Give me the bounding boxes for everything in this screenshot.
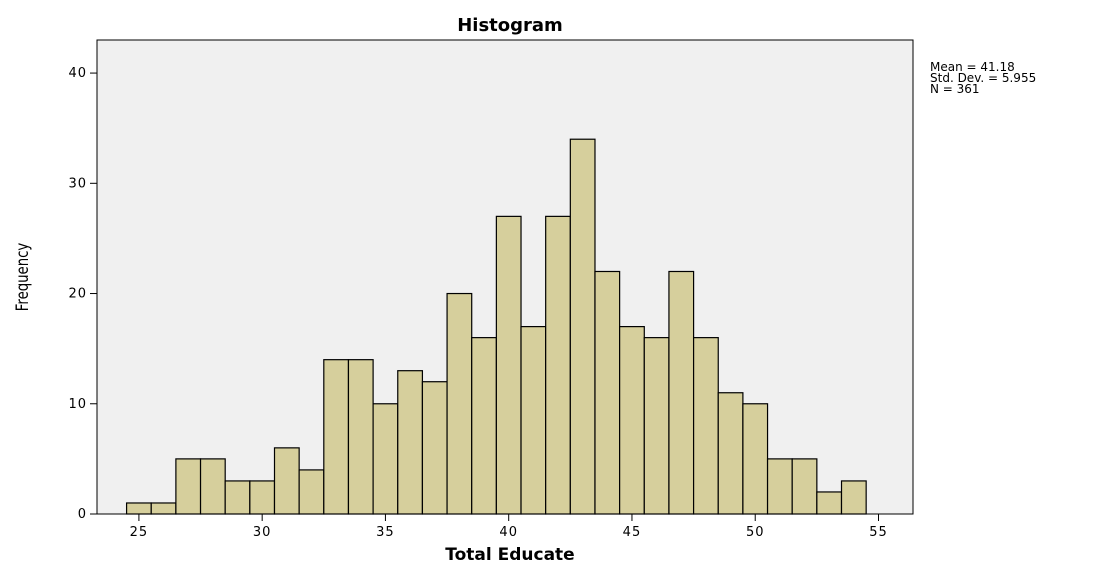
y-tick-label-4: 40 (68, 66, 87, 81)
histogram-bar-21 (643, 337, 670, 515)
histogram-bar-14 (471, 337, 497, 515)
y-axis-label: Frequency (12, 243, 32, 311)
histogram-bar-16 (520, 326, 547, 515)
histogram-bar-4 (224, 480, 251, 515)
histogram-bar-2 (175, 458, 202, 515)
histogram-bar-13 (446, 292, 473, 515)
histogram-bar-25 (742, 403, 769, 515)
histogram-bar-23 (692, 337, 719, 515)
histogram-bar-10 (372, 403, 399, 515)
y-tick-label-0: 0 (78, 507, 87, 522)
histogram-bar-0 (125, 502, 152, 515)
histogram-bar-11 (397, 370, 424, 515)
histogram-bar-27 (791, 458, 818, 515)
y-axis: 0 10 20 30 40 (68, 66, 97, 522)
x-tick-label-0: 25 (130, 525, 149, 540)
histogram-bar-12 (421, 381, 448, 515)
y-tick-label-1: 10 (68, 397, 87, 412)
histogram-bar-26 (766, 458, 793, 515)
histogram-bar-24 (717, 392, 744, 515)
histogram-bar-19 (594, 270, 621, 515)
histogram-bar-5 (249, 480, 276, 515)
summary-statistics: Mean = 41.18 Std. Dev. = 5.955 N = 361 (930, 60, 1036, 96)
histogram-bar-8 (323, 359, 350, 515)
y-tick-label-2: 20 (68, 287, 87, 302)
histogram-bar-28 (816, 491, 843, 515)
x-tick-label-2: 35 (376, 525, 395, 540)
bars-group (125, 138, 867, 515)
histogram-bar-9 (347, 359, 374, 515)
histogram-bar-7 (298, 469, 325, 515)
x-axis: 25 30 35 40 45 50 55 (130, 514, 888, 540)
n-annotation: N = 361 (930, 82, 980, 96)
histogram-bar-18 (569, 138, 596, 515)
x-tick-label-4: 45 (623, 525, 642, 540)
histogram-bar-29 (840, 480, 867, 515)
mean-annotation: Mean = 41.18 (930, 60, 1015, 74)
histogram-bar-3 (199, 458, 226, 515)
x-tick-label-1: 30 (253, 525, 272, 540)
chart-title: Histogram (457, 15, 563, 36)
histogram-bar-15 (495, 215, 522, 515)
y-tick-label-3: 30 (68, 176, 87, 191)
histogram-bar-6 (273, 447, 300, 515)
x-tick-label-5: 50 (746, 525, 765, 540)
x-tick-label-6: 55 (869, 525, 888, 540)
x-tick-label-3: 40 (499, 525, 518, 540)
histogram-bar-1 (150, 502, 177, 515)
histogram-bar-22 (668, 270, 695, 515)
std-dev-annotation: Std. Dev. = 5.955 (930, 71, 1036, 85)
histogram-bar-20 (619, 326, 645, 515)
histogram-bar-17 (545, 215, 571, 515)
x-axis-label: Total Educate (445, 545, 574, 565)
